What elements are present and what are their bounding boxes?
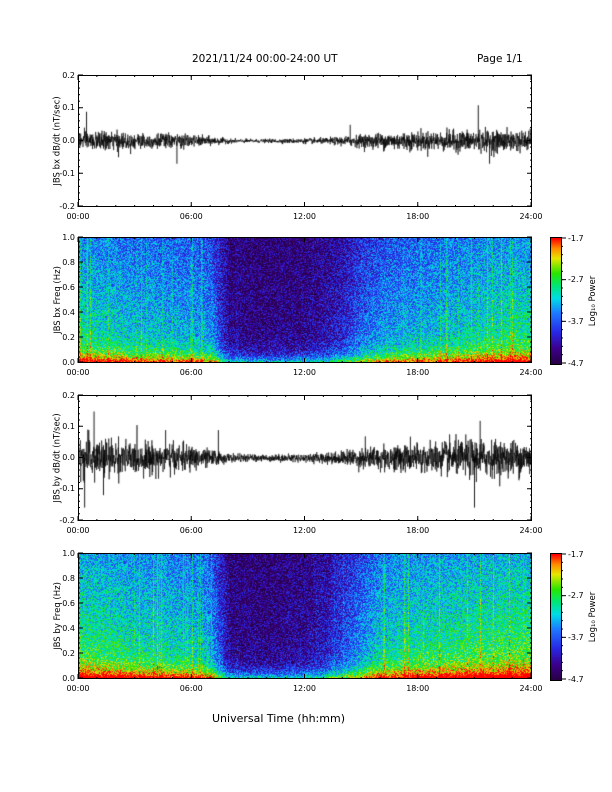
y-tick-label: -0.1 [59,168,75,178]
y-tick-label: 0.8 [62,257,75,267]
y-tick-label: -0.1 [59,484,75,494]
by-spectrogram [79,554,531,678]
y-tick-label: 0.0 [62,673,75,683]
by-dbdt-trace [79,396,531,520]
x-tick-label: 24:00 [519,683,543,693]
page-indicator: Page 1/1 [477,53,523,65]
y-tick-label: -0.2 [59,515,75,525]
colorbar-tick-label: -2.7 [568,591,584,601]
x-tick-label: 24:00 [519,211,543,221]
y-tick-label: 0.0 [62,136,75,145]
colorbar-tick-label: -4.7 [568,358,584,368]
y-tick-label: 0.2 [62,332,75,342]
x-tick-label: 00:00 [66,525,90,535]
by-dbdt-panel [78,395,532,521]
y-tick-label: 0.4 [62,623,75,633]
y-tick-label: 0.4 [62,307,75,317]
y-tick-label: 0.6 [62,598,75,608]
x-tick-label: 12:00 [292,211,317,221]
x-tick-label: 06:00 [179,525,203,535]
colorbar-tick-label: -1.7 [568,233,584,243]
y-tick-label: -0.2 [59,201,75,211]
x-tick-label: 06:00 [179,211,203,221]
colorbar-tick-label: -1.7 [568,549,584,559]
x-tick-label: 00:00 [66,211,90,221]
y-tick-label: 0.2 [62,70,75,80]
x-tick-label: 18:00 [406,367,430,377]
y-tick-label: 0.2 [62,390,75,400]
x-axis-title: Universal Time (hh:mm) [212,712,345,725]
bx-dbdt-panel [78,75,532,207]
bx-colorbar [550,237,562,365]
by-colorbar [550,553,562,681]
x-tick-label: 12:00 [292,683,317,693]
x-tick-label: 00:00 [66,683,90,693]
colorbar-tick-label: -2.7 [568,275,584,285]
plot-title: 2021/11/24 00:00-24:00 UT [192,53,338,65]
x-tick-label: 00:00 [66,367,90,377]
x-tick-label: 18:00 [406,683,430,693]
y-tick-label: 0.1 [62,421,75,431]
colorbar-tick-label: -3.7 [568,316,584,326]
colorbar-tick-label: -3.7 [568,632,584,642]
y-tick-label: 0.6 [62,282,75,292]
y-tick-label: 1.0 [62,232,75,242]
x-tick-label: 06:00 [179,683,203,693]
by-spectrogram-panel [78,553,532,679]
x-tick-label: 24:00 [519,525,543,535]
bx-dbdt-trace [79,76,531,206]
y-tick-label: 1.0 [62,548,75,558]
x-tick-label: 12:00 [292,525,317,535]
y-tick-label: 0.0 [62,357,75,367]
y-tick-label: 0.1 [62,103,75,113]
bx-spectrogram [79,238,531,362]
x-tick-label: 24:00 [519,367,543,377]
x-tick-label: 06:00 [179,367,203,377]
y-tick-label: 0.0 [62,453,75,462]
x-tick-label: 18:00 [406,525,430,535]
y-tick-label: 0.8 [62,573,75,583]
colorbar-tick-label: -4.7 [568,674,584,684]
x-tick-label: 12:00 [292,367,317,377]
x-tick-label: 18:00 [406,211,430,221]
y-tick-label: 0.2 [62,648,75,658]
